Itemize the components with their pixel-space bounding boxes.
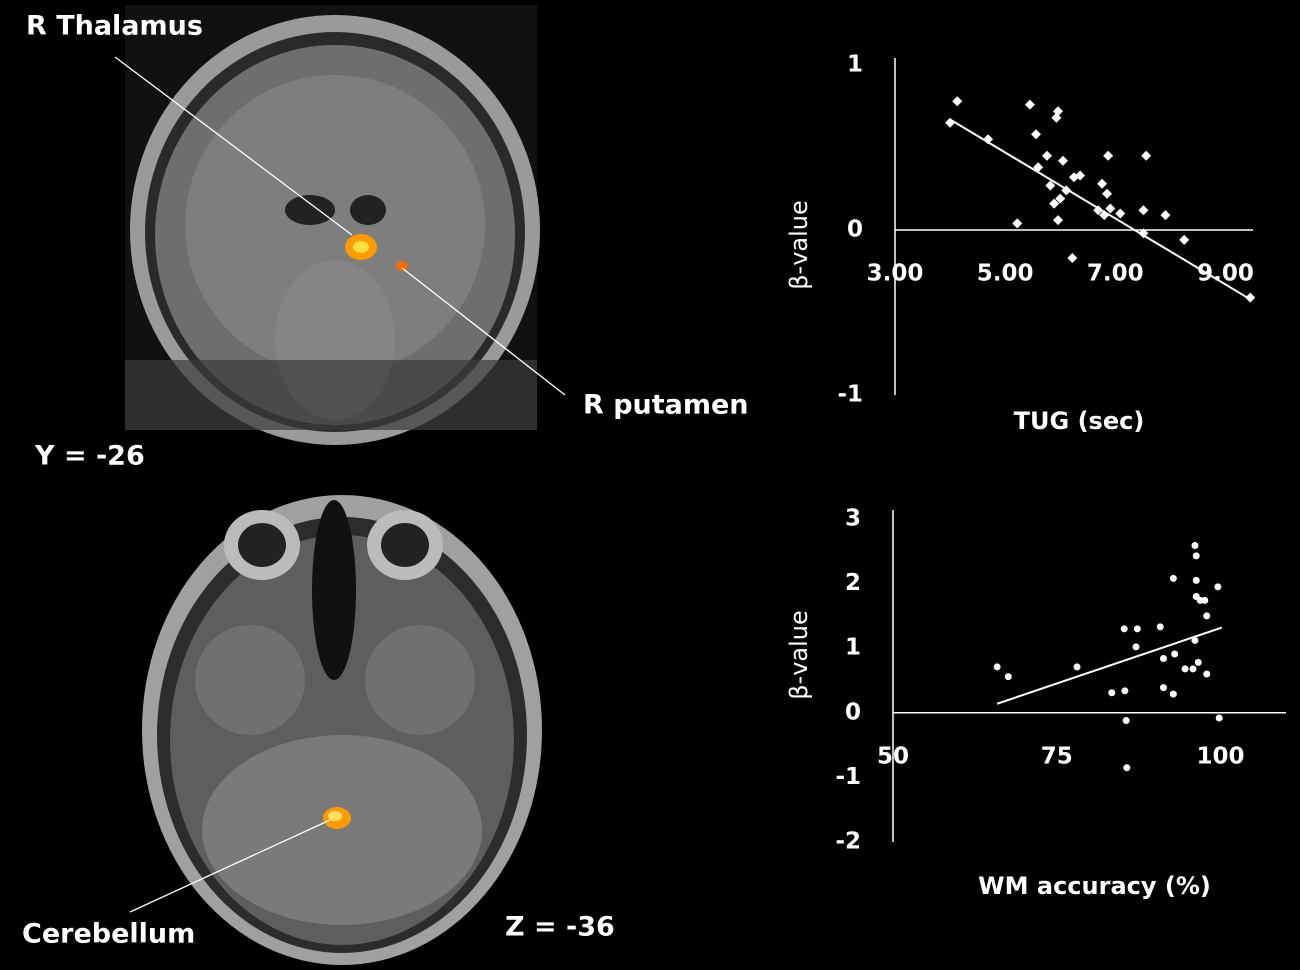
y-tick-label: 1 [845,635,861,661]
scatter-point [1067,253,1078,264]
coronal-brain-image [125,5,540,445]
scatter-point [1042,150,1053,161]
leader-line [129,819,331,913]
scatter-point [1141,150,1152,161]
scatter-point [1121,687,1129,695]
scatter-point [1169,690,1177,698]
leader-line [401,267,566,396]
scatter-point [1191,636,1199,644]
scatter-point [1179,234,1190,245]
scatter-point [1132,643,1140,651]
scatter-point [1215,714,1223,722]
scatter-point [1097,178,1108,189]
x-tick-label: 75 [1041,743,1073,769]
slice-label: Z = -36 [505,912,615,943]
y-tick-label: -2 [835,829,861,855]
scatter-point [1024,99,1035,110]
x-tick-label: 7.00 [1087,261,1144,287]
scatter-point [1203,670,1211,678]
scatter-point [1055,193,1066,204]
y-tick-label: 2 [845,570,861,596]
x-axis-label: WM accuracy (%) [978,872,1211,900]
region-label: R putamen [583,390,749,421]
x-tick-label: 5.00 [977,261,1034,287]
y-tick-label: -1 [835,764,861,790]
x-tick-label: 50 [877,743,909,769]
scatter-point [1057,155,1068,166]
trend-line [996,626,1223,705]
scatter-point [1108,689,1116,697]
scatter-point [1169,574,1177,582]
scatter-point [1123,764,1131,772]
scatter-point [1138,205,1149,216]
scatter-point [1103,150,1114,161]
scatter-point [1156,623,1164,631]
scatter-point [1045,180,1056,191]
scatter-point [1191,541,1199,549]
scatter-point [1122,717,1130,725]
x-axis-label: TUG (sec) [1014,407,1145,435]
scatter-point [1201,596,1209,604]
scatter-point [1194,658,1202,666]
region-label: R Thalamus [26,11,203,42]
scatter-point [1075,170,1086,181]
axial-brain-image [142,495,542,965]
y-tick-label: 1 [847,52,863,78]
scatter-point [1192,576,1200,584]
scatter-point [993,663,1001,671]
scatter-point [1160,684,1168,692]
leader-line [114,56,353,236]
y-axis-label: β-value [785,200,813,290]
scatter-point [1051,112,1062,123]
scatter-point [1049,198,1060,209]
scatter-point [1203,612,1211,620]
slice-label: Y = -26 [34,441,145,472]
trend-line [949,118,1251,301]
y-axis-label: β-value [785,610,813,700]
scatter-point [1115,208,1126,219]
y-tick-label: -1 [837,382,863,408]
scatter-point [1245,292,1256,303]
scatter-point [1030,129,1041,140]
scatter-point [1105,203,1116,214]
scatter-point [1192,552,1200,560]
scatter-point [1214,583,1222,591]
scatter-point [1181,665,1189,673]
scatter-point [952,96,963,107]
y-tick-label: 3 [845,506,861,532]
x-tick-label: 3.00 [867,261,924,287]
scatter-point [1004,673,1012,681]
y-tick-label: 0 [845,699,861,725]
x-tick-label: 100 [1196,743,1244,769]
scatter-point [1073,663,1081,671]
scatter-point [1120,625,1128,633]
scatter-point [1160,210,1171,221]
region-label: Cerebellum [22,919,195,950]
scatter-point [1189,665,1197,673]
scatter-point [1160,655,1168,663]
scatter-point [1171,650,1179,658]
y-tick-label: 0 [847,217,863,243]
scatter-point [1102,188,1113,199]
scatter-point [1133,625,1141,633]
scatter-point [1053,215,1064,226]
scatter-point [1012,218,1023,229]
